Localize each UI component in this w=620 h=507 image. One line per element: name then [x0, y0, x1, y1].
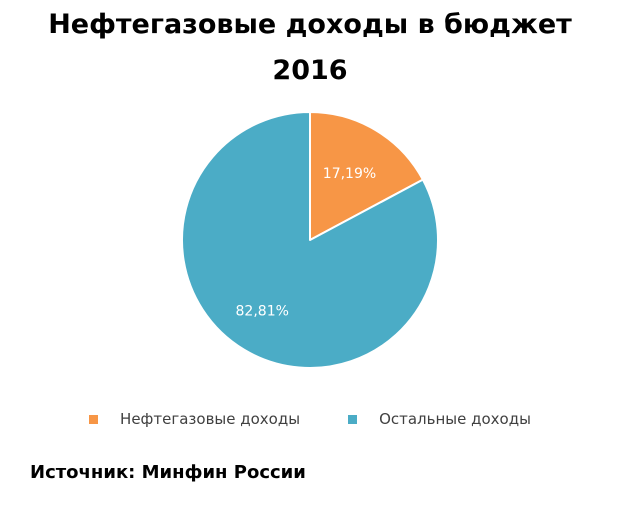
chart-title-line-1: Нефтегазовые доходы в бюджет [48, 9, 572, 40]
data-label-other: 82,81% [236, 303, 289, 319]
legend-label-oil-gas: Нефтегазовые доходы [120, 410, 301, 428]
legend-item-other[interactable]: Остальные доходы [348, 410, 531, 428]
legend-item-oil-gas[interactable]: Нефтегазовые доходы [89, 410, 300, 428]
pie-slice-oil-gas[interactable] [309, 111, 424, 241]
legend-label-other: Остальные доходы [379, 410, 531, 428]
chart-title: Нефтегазовые доходы в бюджет 2016 [0, 2, 620, 94]
legend-swatch-other [348, 414, 358, 424]
pie-slice-other[interactable] [181, 111, 439, 369]
pie-data-labels: 17,19% 82,81% [236, 166, 377, 319]
legend-swatch-oil-gas [89, 414, 99, 424]
legend: Нефтегазовые доходы Остальные доходы [0, 410, 620, 428]
chart-title-line-2: 2016 [272, 55, 348, 86]
source-note: Источник: Минфин России [30, 462, 306, 483]
pie-slices [181, 111, 439, 369]
data-label-oil-gas: 17,19% [323, 166, 376, 182]
